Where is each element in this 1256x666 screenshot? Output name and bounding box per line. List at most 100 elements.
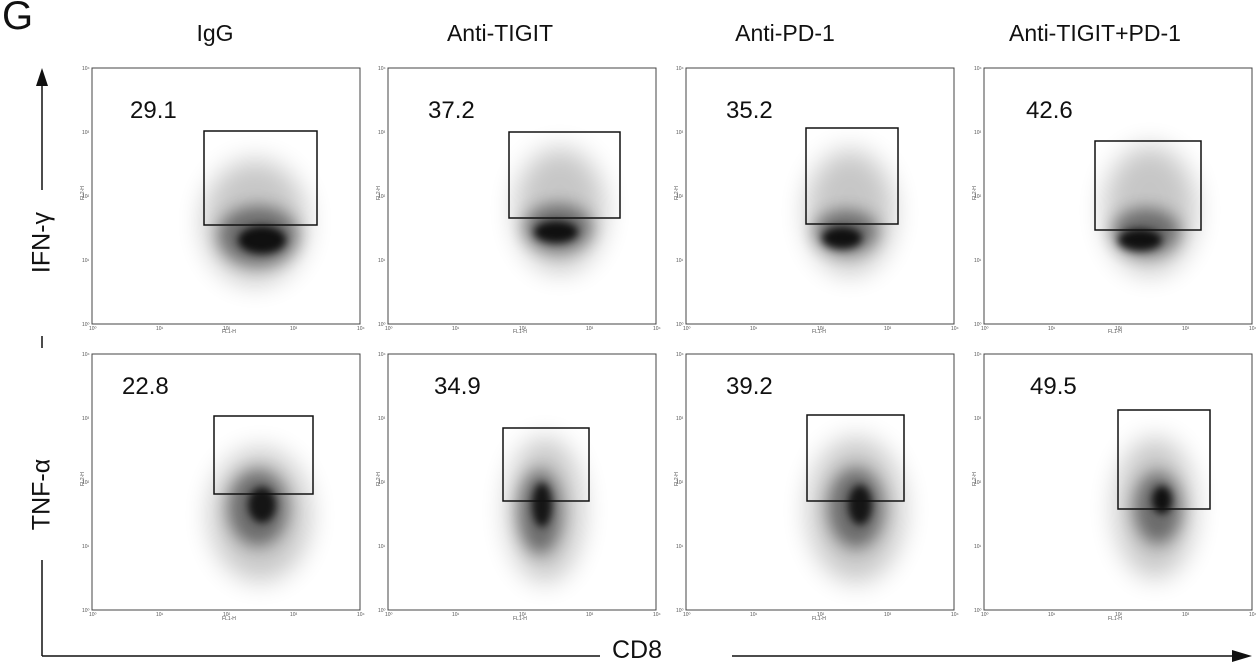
- y-tick-label: 10⁰: [676, 322, 684, 328]
- y-tick-label: 10⁴: [676, 352, 684, 358]
- y-channel-label: FL2-H: [972, 186, 978, 200]
- gate-percentage: 37.2: [428, 97, 475, 124]
- x-tick-label: 10²: [1115, 326, 1123, 332]
- x-tick-label: 10¹: [1048, 326, 1056, 332]
- plot-r1-c1: 29.1 FL1-H FL2-H: [80, 67, 361, 335]
- y-channel-label: FL2-H: [376, 472, 382, 486]
- y-tick-label: 10³: [82, 416, 90, 422]
- x-channel-label: FL1-H: [1108, 616, 1122, 622]
- x-tick-label: 10²: [1115, 612, 1123, 618]
- y-tick-label: 10¹: [676, 258, 684, 264]
- gate-percentage: 49.5: [1030, 373, 1077, 400]
- y-tick-label: 10³: [82, 130, 90, 136]
- x-tick-label: 10⁴: [1249, 326, 1256, 332]
- gate-percentage: 34.9: [434, 373, 481, 400]
- y-tick-label: 10²: [974, 480, 982, 486]
- x-tick-label: 10⁰: [683, 326, 691, 332]
- x-tick-label: 10³: [290, 612, 298, 618]
- density-cloud: [808, 438, 904, 582]
- y-tick-label: 10¹: [82, 258, 90, 264]
- x-tick-label: 10³: [1182, 326, 1190, 332]
- y-tick-label: 10⁰: [378, 608, 386, 614]
- x-channel-label: FL1-H: [222, 329, 236, 335]
- x-tick-label: 10⁰: [683, 612, 691, 618]
- x-tick-label: 10³: [1182, 612, 1190, 618]
- plot-r2-c4: 49.5 FL1-H FL2-H: [972, 353, 1253, 622]
- y-tick-label: 10²: [676, 480, 684, 486]
- y-tick-label: 10⁴: [974, 352, 982, 358]
- x-tick-label: 10¹: [156, 612, 164, 618]
- x-channel-label: FL1-H: [513, 329, 527, 335]
- x-tick-label: 10¹: [1048, 612, 1056, 618]
- x-tick-label: 10¹: [156, 326, 164, 332]
- y-tick-label: 10¹: [676, 544, 684, 550]
- x-tick-label: 10²: [519, 326, 527, 332]
- y-tick-label: 10¹: [82, 544, 90, 550]
- y-tick-label: 10⁰: [974, 608, 982, 614]
- plot-r2-c3: 39.2 FL1-H FL2-H: [674, 353, 955, 622]
- y-tick-label: 10³: [676, 130, 684, 136]
- x-tick-label: 10⁴: [653, 612, 661, 618]
- gate-box: [1094, 140, 1202, 231]
- y-tick-label: 10²: [676, 194, 684, 200]
- density-cloud: [507, 438, 583, 582]
- x-tick-label: 10⁰: [385, 326, 393, 332]
- column-title-combo: Anti-TIGIT+PD-1: [1009, 20, 1181, 46]
- density-cloud: [1104, 146, 1196, 274]
- x-tick-label: 10⁰: [981, 326, 989, 332]
- x-tick-label: 10²: [519, 612, 527, 618]
- x-tick-label: 10³: [586, 612, 594, 618]
- y-tick-label: 10⁴: [974, 66, 982, 72]
- x-tick-label: 10⁴: [357, 612, 365, 618]
- x-tick-label: 10⁰: [89, 612, 97, 618]
- y-tick-label: 10⁰: [676, 608, 684, 614]
- y-tick-label: 10²: [974, 194, 982, 200]
- plot-r2-c1: 22.8 FL1-H FL2-H: [80, 353, 361, 622]
- x-tick-label: 10⁴: [357, 326, 365, 332]
- x-channel-label: FL1-H: [222, 616, 236, 622]
- panel-letter: G: [2, 0, 34, 38]
- y-tick-label: 10²: [378, 480, 386, 486]
- axis-ticks: 10⁰10⁰10¹10¹10²10²10³10³10⁴10⁴10⁰10⁰10¹1…: [82, 66, 1256, 618]
- y-tick-label: 10¹: [378, 258, 386, 264]
- x-channel-label: FL1-H: [513, 616, 527, 622]
- x-tick-label: 10⁴: [951, 326, 959, 332]
- y-channel-label: FL2-H: [674, 186, 680, 200]
- y-tick-label: 10⁴: [82, 352, 90, 358]
- x-tick-label: 10¹: [750, 612, 758, 618]
- y-tick-label: 10⁴: [82, 66, 90, 72]
- x-tick-label: 10⁰: [89, 326, 97, 332]
- density-cloud: [1115, 438, 1195, 578]
- column-title-igg: IgG: [196, 20, 234, 46]
- gate-box: [502, 427, 590, 502]
- x-channel-label: FL1-H: [812, 329, 826, 335]
- x-axis-label-cd8: CD8: [612, 636, 663, 664]
- density-cloud: [515, 148, 605, 272]
- plot-r1-c2: 37.2 FL1-H FL2-H: [376, 67, 657, 335]
- x-tick-label: 10⁰: [981, 612, 989, 618]
- x-tick-label: 10¹: [452, 326, 460, 332]
- y-tick-label: 10⁰: [378, 322, 386, 328]
- y-axis-arrow: [36, 68, 48, 656]
- y-tick-label: 10⁰: [82, 322, 90, 328]
- y-channel-label: FL2-H: [80, 186, 86, 200]
- y-tick-label: 10¹: [974, 258, 982, 264]
- x-tick-label: 10⁴: [653, 326, 661, 332]
- density-cloud: [806, 150, 894, 274]
- y-tick-label: 10²: [378, 194, 386, 200]
- x-tick-label: 10²: [817, 326, 825, 332]
- plot-r1-c4: 42.6 FL1-H FL2-H: [972, 67, 1253, 335]
- x-axis-arrow: [42, 650, 1252, 662]
- density-cloud: [210, 449, 310, 581]
- y-tick-label: 10³: [378, 416, 386, 422]
- gate-box: [213, 415, 314, 495]
- y-channel-label: FL2-H: [674, 472, 680, 486]
- gate-box: [806, 414, 905, 502]
- x-tick-label: 10⁴: [951, 612, 959, 618]
- gate-percentage: 22.8: [122, 373, 169, 400]
- gate-box: [805, 127, 899, 225]
- plot-r1-c3: 35.2 FL1-H FL2-H: [674, 67, 955, 335]
- y-channel-label: FL2-H: [972, 472, 978, 486]
- y-channel-label: FL2-H: [376, 186, 382, 200]
- x-tick-label: 10³: [884, 326, 892, 332]
